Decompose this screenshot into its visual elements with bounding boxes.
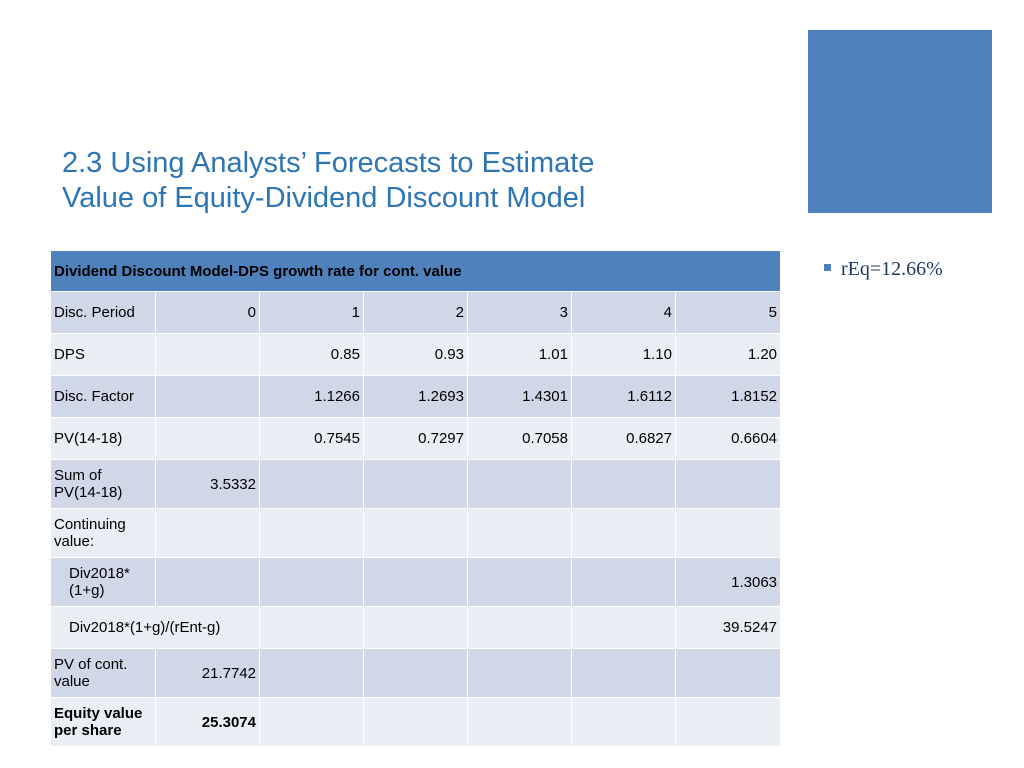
table-cell (571, 606, 676, 649)
table-row-equity-value: Equity value per share 25.3074 (50, 697, 782, 747)
table-row-disc-period: Disc. Period 0 1 2 3 4 5 (50, 291, 782, 334)
table-cell (363, 508, 468, 558)
table-cell (467, 697, 572, 747)
table-cell: 0.85 (259, 333, 364, 376)
table-cell: 0 (155, 291, 260, 334)
table-cell (155, 375, 260, 418)
table-cell (155, 557, 260, 607)
table-row-dps: DPS 0.85 0.93 1.01 1.10 1.20 (50, 333, 782, 376)
bullet-item: rEq=12.66% (824, 258, 943, 281)
table-row-pv-cont: PV of cont. value 21.7742 (50, 648, 782, 698)
table-cell (259, 508, 364, 558)
table-row-continuing-value: Continuing value: (50, 508, 782, 558)
bullet-text: rEq=12.66% (841, 258, 943, 280)
table-cell (467, 459, 572, 509)
table-cell (571, 697, 676, 747)
table-cell (363, 606, 468, 649)
table-cell: 0.93 (363, 333, 468, 376)
table-cell: 1.2693 (363, 375, 468, 418)
table-cell (363, 459, 468, 509)
row-label: Sum of PV(14-18) (50, 459, 156, 509)
table-cell (155, 333, 260, 376)
ddm-table: Dividend Discount Model-DPS growth rate … (49, 250, 782, 747)
table-cell (467, 606, 572, 649)
table-cell (259, 697, 364, 747)
row-label: Equity value per share (50, 697, 156, 747)
table-cell (155, 508, 260, 558)
table-cell (155, 417, 260, 460)
row-label: PV of cont. value (50, 648, 156, 698)
table-cell (674, 508, 782, 558)
table-row-pv: PV(14-18) 0.7545 0.7297 0.7058 0.6827 0.… (50, 417, 782, 460)
row-label: Continuing value: (50, 508, 156, 558)
table-cell: 5 (674, 291, 782, 334)
table-cell (363, 697, 468, 747)
row-label: Disc. Period (50, 291, 156, 334)
table-cell: 1.10 (571, 333, 676, 376)
table-cell (571, 459, 676, 509)
table-header: Dividend Discount Model-DPS growth rate … (49, 250, 782, 292)
table-cell (571, 557, 676, 607)
table-row-disc-factor: Disc. Factor 1.1266 1.2693 1.4301 1.6112… (50, 375, 782, 418)
table-cell: 0.6604 (674, 417, 782, 460)
table-cell: 3.5332 (155, 459, 260, 509)
table-cell (363, 648, 468, 698)
table-cell: 39.5247 (674, 606, 782, 649)
table-cell (571, 648, 676, 698)
slide-title-line-1: 2.3 Using Analysts’ Forecasts to Estimat… (62, 147, 595, 179)
table-cell (259, 648, 364, 698)
row-label: DPS (50, 333, 156, 376)
table-cell (259, 606, 364, 649)
slide-title: 2.3 Using Analysts’ Forecasts to Estimat… (62, 146, 782, 216)
table-cell (571, 508, 676, 558)
table-cell (674, 459, 782, 509)
table-cell (467, 648, 572, 698)
table-cell (363, 557, 468, 607)
row-label: PV(14-18) (50, 417, 156, 460)
table-cell (467, 508, 572, 558)
table-cell: 2 (363, 291, 468, 334)
table-cell: 25.3074 (155, 697, 260, 747)
table-cell: 1.1266 (259, 375, 364, 418)
table-cell: 1.4301 (467, 375, 572, 418)
table-cell: 0.7545 (259, 417, 364, 460)
table-cell: 1.20 (674, 333, 782, 376)
bullet-square-icon (824, 264, 831, 271)
table-cell: 0.7058 (467, 417, 572, 460)
table-row-sum-pv: Sum of PV(14-18) 3.5332 (50, 459, 782, 509)
table-row-div-growth: Div2018*(1+g) 1.3063 (50, 557, 782, 607)
table-cell (467, 557, 572, 607)
table-cell: 1.6112 (571, 375, 676, 418)
table-cell: 1.8152 (674, 375, 782, 418)
table-cell (674, 697, 782, 747)
table-cell: 21.7742 (155, 648, 260, 698)
table-cell: 1.3063 (674, 557, 782, 607)
table-row-div-continuing: Div2018*(1+g)/(rEnt-g) 39.5247 (50, 606, 782, 649)
table-cell: 1.01 (467, 333, 572, 376)
row-label: Div2018*(1+g)/(rEnt-g) (50, 606, 260, 649)
table-cell (674, 648, 782, 698)
table-cell (259, 557, 364, 607)
table-cell: 4 (571, 291, 676, 334)
table-cell: 3 (467, 291, 572, 334)
table-cell (259, 459, 364, 509)
slide-title-line-2: Value of Equity-Dividend Discount Model (62, 182, 586, 214)
accent-box (808, 30, 992, 213)
table-cell: 0.7297 (363, 417, 468, 460)
row-label: Div2018*(1+g) (50, 557, 156, 607)
table-cell: 1 (259, 291, 364, 334)
table-cell: 0.6827 (571, 417, 676, 460)
row-label: Disc. Factor (50, 375, 156, 418)
